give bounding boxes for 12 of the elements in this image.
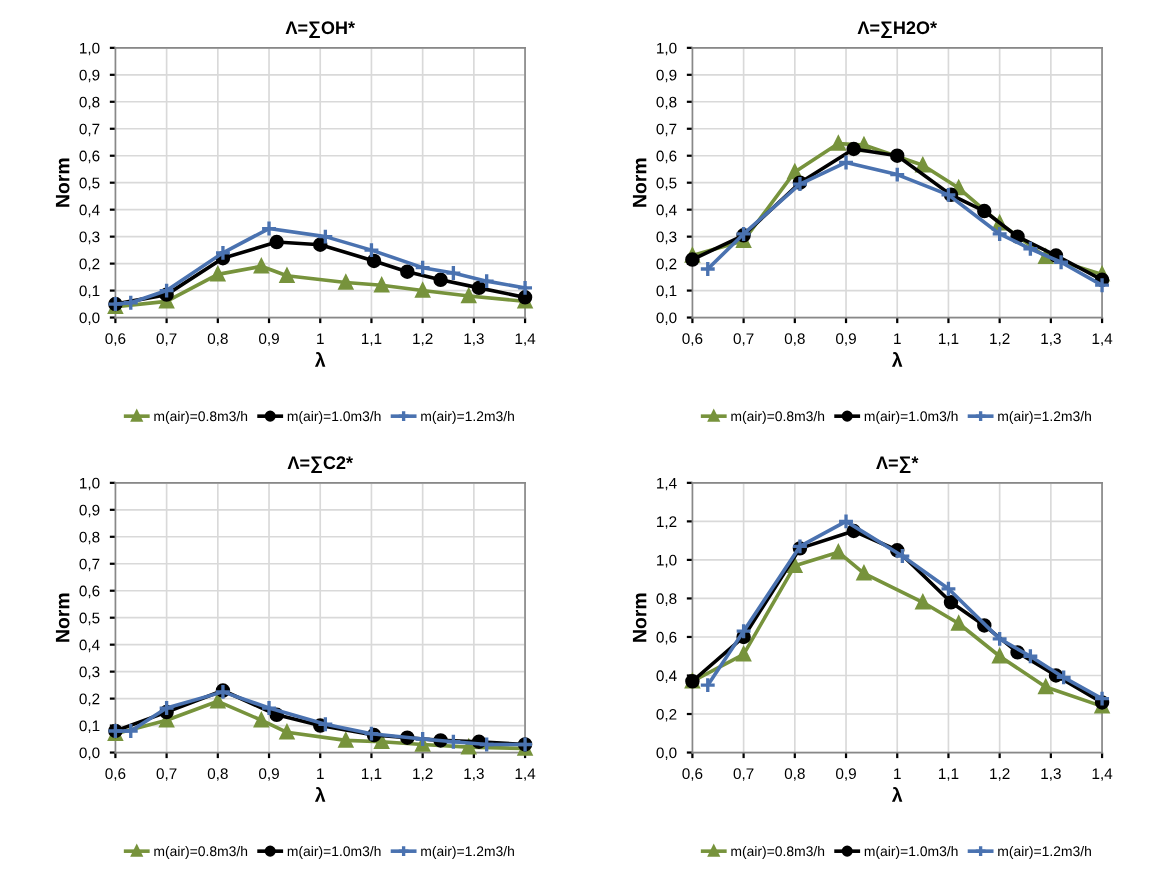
chart-title: Λ=∑H2O* — [857, 21, 938, 38]
chart-title: Λ=∑* — [876, 456, 919, 473]
x-axis-title: λ — [314, 787, 326, 802]
x-axis-title: λ — [314, 352, 326, 367]
x-axis-title: λ — [891, 352, 903, 367]
x-axis-title: λ — [891, 787, 903, 802]
chart-title: Λ=∑OH* — [285, 21, 355, 38]
y-axis-title: Norm — [55, 593, 70, 642]
y-axis-title: Norm — [632, 593, 647, 642]
chart-title: Λ=∑C2* — [287, 456, 353, 473]
y-axis-title: Norm — [55, 158, 70, 207]
y-axis-title: Norm — [632, 158, 647, 207]
